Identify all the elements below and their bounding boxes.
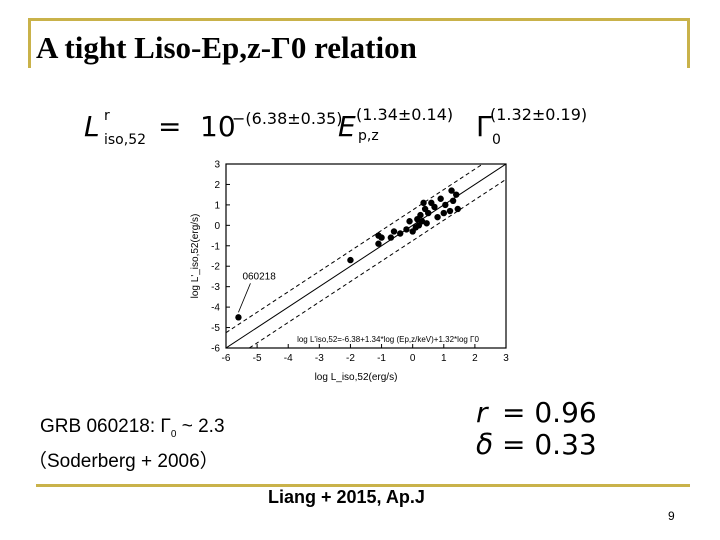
fit-lines: [226, 164, 506, 348]
eq-base: 10: [200, 110, 236, 143]
y-tick-label: -1: [211, 241, 220, 252]
x-tick-label: -3: [315, 353, 324, 364]
y-tick-label: 3: [214, 160, 220, 171]
eq-gamma-subscript: 0: [492, 132, 501, 148]
bottom-horizontal-bar: [36, 484, 690, 487]
data-point: [347, 256, 354, 264]
data-point: [235, 314, 242, 321]
scatter-bound-line: [226, 164, 484, 334]
eq-equals: =: [158, 110, 181, 143]
stat-delta-symbol: δ: [476, 428, 493, 461]
eq-gamma-symbol: Γ: [476, 110, 492, 143]
x-axis-label: log L_iso,52(erg/s): [315, 372, 398, 383]
scatter-chart: -6 -5 -4 -3 -2 -1 0 1 2 3 3 2 1 0 -1 -2 -3 -4 -5 -6 log L_is…: [190, 160, 509, 384]
correlation-stats: r = 0.96 δ = 0.33: [476, 396, 597, 461]
data-point: [406, 218, 413, 225]
data-point: [423, 220, 430, 227]
grb-note: GRB 060218: Γ0 ~ 2.3: [40, 416, 225, 440]
grb-label: GRB 060218:: [40, 416, 161, 437]
plot-frame: [225, 163, 507, 349]
y-tick-label: 1: [214, 200, 220, 211]
eq-lhs-symbol: L: [84, 110, 100, 143]
data-point: [437, 195, 444, 202]
stat-delta-value: = 0.33: [502, 428, 597, 461]
eq-lhs-superscript: r: [104, 108, 110, 124]
data-point: [397, 230, 404, 237]
stat-r-symbol: r: [476, 396, 489, 429]
annotation-label: 060218: [242, 271, 276, 282]
data-point: [454, 205, 461, 213]
y-tick-label: 2: [214, 180, 220, 191]
data-point: [440, 209, 447, 217]
x-tick-label: 2: [472, 353, 478, 364]
eq-e-symbol: E: [338, 110, 356, 143]
gamma-value: ~ 2.3: [176, 416, 225, 437]
data-point: [446, 207, 454, 215]
data-point: [449, 197, 457, 204]
data-point: [387, 234, 395, 241]
x-tick-label: 0: [410, 353, 416, 364]
data-point: [448, 187, 455, 194]
relation-equation: L r iso,52 = 10 −(6.38±0.35) E (1.34±0.1…: [84, 105, 587, 148]
x-tick-label: -2: [346, 353, 355, 364]
right-vertical-bar: [687, 18, 690, 68]
y-tick-label: -5: [211, 323, 220, 334]
y-tick-label: 0: [214, 221, 220, 232]
eq-lhs-subscript: iso,52: [104, 132, 146, 148]
gamma-symbol: Γ: [160, 416, 171, 437]
citation: Liang + 2015, Ap.J: [268, 487, 425, 507]
data-point: [390, 228, 398, 235]
y-tick-label: -3: [211, 282, 220, 293]
title-vertical-bar: [28, 18, 31, 68]
y-axis-label: log L'_iso,52(erg/s): [190, 214, 201, 299]
data-point: [434, 213, 441, 221]
slide-title: A tight Liso-Ep,z-Γ0 relation: [36, 30, 417, 65]
eq-e-subscript: p,z: [358, 128, 379, 144]
eq-e-exponent: (1.34±0.14): [356, 105, 453, 124]
data-point: [417, 211, 424, 219]
x-tick-label: -4: [284, 353, 293, 364]
data-point: [375, 240, 382, 247]
data-point: [403, 226, 410, 233]
x-tick-label: 3: [503, 353, 509, 364]
x-tick-label: 1: [441, 353, 447, 364]
eq-gamma-exponent: (1.32±0.19): [490, 105, 587, 124]
data-point: [378, 234, 385, 241]
x-tick-label: -1: [377, 353, 386, 364]
stat-r-value: = 0.96: [502, 396, 597, 429]
top-horizontal-bar: [28, 18, 690, 21]
data-point: [442, 201, 449, 209]
data-point: [453, 191, 460, 198]
data-point: [420, 199, 427, 207]
x-tick-label: -6: [222, 353, 231, 364]
gamma-subscript: 0: [170, 428, 177, 440]
y-tick-label: -6: [211, 344, 220, 355]
data-point: [431, 203, 438, 211]
eq-base-exponent: −(6.38±0.35): [232, 109, 343, 128]
annotation-leader: [238, 283, 251, 313]
y-tick-label: -4: [211, 303, 220, 314]
page-number: 9: [668, 509, 675, 523]
best-fit-line: [226, 164, 506, 348]
fit-equation-label: log L'iso,52=-6.38+1.34*log (Ep,z/keV)+1…: [297, 335, 479, 344]
y-tick-label: -2: [211, 262, 220, 273]
grb-reference: （Soderberg + 2006）: [28, 451, 219, 472]
x-tick-label: -5: [253, 353, 262, 364]
data-point: [425, 209, 432, 217]
